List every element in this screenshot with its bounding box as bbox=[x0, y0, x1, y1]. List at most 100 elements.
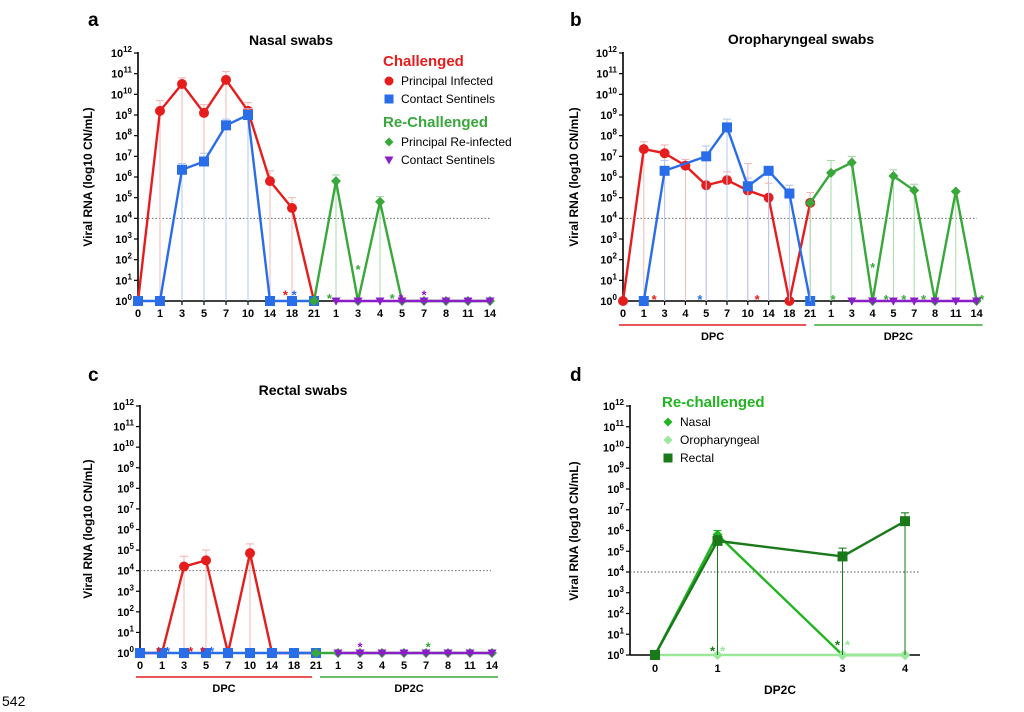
data-point bbox=[265, 296, 275, 306]
x-tick-label: 14 bbox=[484, 308, 497, 320]
tick-exponent: 4 bbox=[620, 564, 625, 573]
x-tick-label: 14 bbox=[970, 308, 983, 320]
y-tick-label: 1010 bbox=[111, 86, 133, 101]
series-contact-sentinels bbox=[333, 649, 497, 658]
y-tick-label: 1012 bbox=[603, 398, 625, 413]
x-tick-label: 7 bbox=[724, 308, 730, 320]
tick-exponent: 8 bbox=[130, 480, 135, 489]
tick-exponent: 7 bbox=[128, 148, 133, 157]
significance-star: * bbox=[200, 644, 206, 659]
x-tick-label: 0 bbox=[620, 308, 626, 320]
data-point bbox=[397, 297, 407, 306]
y-tick-label: 102 bbox=[117, 604, 134, 619]
legend-label: Nasal bbox=[680, 415, 711, 429]
data-point bbox=[331, 297, 341, 306]
tick-exponent: 3 bbox=[128, 231, 133, 240]
x-tick-label: 5 bbox=[401, 660, 407, 672]
legend-heading: Challenged bbox=[383, 53, 464, 70]
y-tick-label: 103 bbox=[115, 231, 132, 246]
x-tick-label: 8 bbox=[445, 660, 451, 672]
y-tick-label: 103 bbox=[117, 583, 134, 598]
y-tick-label: 108 bbox=[115, 128, 132, 143]
significance-star: * bbox=[884, 292, 890, 307]
x-tick-label: 3 bbox=[181, 660, 187, 672]
x-tick-label: 4 bbox=[377, 308, 384, 320]
tick-exponent: 10 bbox=[615, 440, 624, 449]
x-tick-label: 21 bbox=[308, 308, 320, 320]
x-tick-label: 1 bbox=[157, 308, 163, 320]
x-tick-label: 8 bbox=[443, 308, 449, 320]
data-point bbox=[267, 648, 277, 658]
x-tick-label: 4 bbox=[870, 308, 877, 320]
y-tick-label: 100 bbox=[600, 293, 617, 308]
tick-exponent: 11 bbox=[616, 419, 625, 428]
tick-exponent: 8 bbox=[128, 128, 133, 137]
legend-marker bbox=[384, 76, 394, 86]
y-axis-label: Viral RNA (log10 CN/mL) bbox=[567, 461, 581, 600]
legend-label: Contact Sentinels bbox=[401, 92, 495, 106]
x-tick-label: 1 bbox=[828, 308, 834, 320]
significance-star: * bbox=[156, 644, 162, 659]
tick-exponent: 11 bbox=[609, 66, 618, 75]
y-tick-label: 105 bbox=[117, 542, 134, 557]
data-point bbox=[155, 105, 165, 116]
bracket-label: DPC bbox=[701, 331, 724, 343]
tick-exponent: 7 bbox=[613, 148, 618, 157]
y-tick-label: 1011 bbox=[596, 66, 617, 81]
data-point bbox=[722, 122, 732, 133]
y-tick-label: 107 bbox=[600, 148, 617, 163]
y-tick-label: 102 bbox=[600, 252, 617, 267]
y-tick-label: 1010 bbox=[596, 86, 618, 101]
series-contact-sentinels bbox=[135, 648, 321, 658]
y-tick-label: 104 bbox=[115, 210, 132, 225]
y-tick-label: 102 bbox=[115, 252, 132, 267]
y-tick-label: 101 bbox=[117, 624, 134, 639]
tick-exponent: 12 bbox=[608, 45, 617, 54]
data-point bbox=[375, 297, 385, 306]
x-tick-label: 7 bbox=[223, 308, 229, 320]
data-point bbox=[287, 296, 297, 306]
x-axis-label: DP2C bbox=[764, 683, 796, 697]
data-point bbox=[650, 650, 660, 660]
tick-exponent: 6 bbox=[620, 523, 625, 532]
y-tick-label: 109 bbox=[600, 107, 617, 122]
data-point bbox=[888, 170, 899, 181]
x-tick-label: 4 bbox=[379, 660, 386, 672]
x-tick-label: 1 bbox=[159, 660, 165, 672]
y-axis-label: Viral RNA (log10 CN/mL) bbox=[81, 459, 95, 598]
tick-exponent: 2 bbox=[613, 252, 618, 261]
x-tick-label: 18 bbox=[286, 308, 298, 320]
x-tick-label: 3 bbox=[849, 308, 855, 320]
data-point bbox=[465, 649, 475, 658]
significance-star: * bbox=[327, 291, 333, 306]
tick-exponent: 9 bbox=[620, 460, 625, 469]
tick-exponent: 4 bbox=[613, 210, 618, 219]
data-point bbox=[245, 648, 255, 658]
data-point bbox=[333, 649, 343, 658]
x-tick-label: 5 bbox=[703, 308, 709, 320]
data-point bbox=[868, 297, 878, 306]
data-point bbox=[763, 165, 774, 176]
y-tick-label: 108 bbox=[600, 128, 617, 143]
data-point bbox=[659, 148, 670, 159]
legend-marker bbox=[663, 453, 673, 463]
tick-exponent: 8 bbox=[613, 128, 618, 137]
x-tick-label: 3 bbox=[355, 308, 361, 320]
data-point bbox=[443, 649, 453, 658]
data-point bbox=[289, 648, 299, 658]
tick-exponent: 10 bbox=[608, 86, 617, 95]
y-tick-label: 107 bbox=[115, 148, 132, 163]
y-tick-label: 100 bbox=[117, 645, 134, 660]
panel-letter: a bbox=[88, 10, 99, 31]
data-point bbox=[419, 297, 429, 306]
y-tick-label: 109 bbox=[117, 460, 134, 475]
y-tick-label: 1011 bbox=[603, 419, 624, 434]
data-point bbox=[909, 297, 919, 306]
y-tick-label: 108 bbox=[607, 481, 624, 496]
x-tick-label: 0 bbox=[135, 308, 141, 320]
y-tick-label: 101 bbox=[600, 272, 617, 287]
legend-marker bbox=[384, 137, 394, 147]
tick-exponent: 3 bbox=[613, 231, 618, 240]
significance-star: * bbox=[901, 292, 907, 307]
